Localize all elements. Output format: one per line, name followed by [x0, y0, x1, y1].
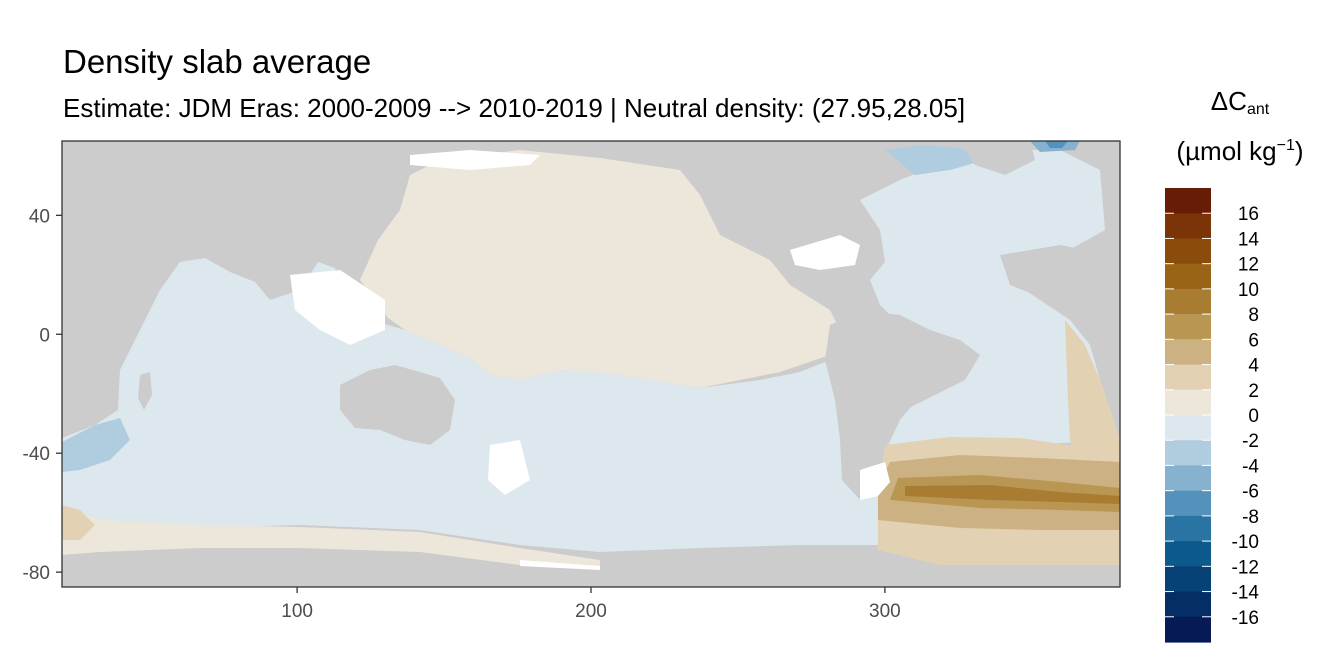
- legend-label: 4: [1248, 356, 1259, 377]
- south-atlantic-subtropics: [1065, 320, 1120, 470]
- legend-swatch: [1165, 465, 1211, 492]
- legend-label: -12: [1232, 557, 1259, 578]
- plot-subtitle: Estimate: JDM Eras: 2000-2009 --> 2010-2…: [63, 93, 966, 123]
- legend-swatch: [1165, 364, 1211, 391]
- plot-title: Density slab average: [63, 43, 372, 80]
- tasman-gap: [488, 440, 530, 495]
- y-tick-label: -40: [23, 444, 50, 465]
- legend-label: -2: [1242, 431, 1259, 452]
- legend-symbol: ΔC: [1210, 86, 1247, 116]
- legend-label: 14: [1238, 229, 1260, 250]
- south-atlantic-band-peak: [905, 485, 1120, 504]
- australia-land: [340, 365, 455, 445]
- legend-colorbar: 16 14 12 10 8 6 4 2 0 -2 -4 -6 -8 -10 -12 -14 -16: [1165, 188, 1259, 643]
- agulhas-patch: [62, 418, 130, 472]
- maritime-continent-gap: [290, 270, 385, 345]
- pacific-region: [360, 150, 840, 388]
- atlantic-region: [860, 150, 1120, 452]
- southern-ocean-fringe: [62, 505, 600, 567]
- legend-swatch: [1165, 389, 1211, 416]
- indian-south-pacific-region: [62, 258, 885, 552]
- legend-label: 2: [1248, 381, 1259, 402]
- legend-label: 0: [1248, 406, 1259, 427]
- legend-swatch: [1165, 339, 1211, 366]
- legend-label: 8: [1248, 305, 1259, 326]
- labrador-sea-patch: [885, 145, 985, 175]
- y-tick-label: 0: [39, 325, 50, 346]
- drake-passage-gap: [860, 462, 890, 500]
- antarctic-coast-gap: [520, 560, 600, 570]
- y-tick-label: -80: [23, 563, 50, 584]
- north-atlantic-gap: [790, 235, 860, 270]
- legend-label: 16: [1238, 204, 1259, 225]
- arctic-gap: [410, 150, 540, 170]
- x-tick-label: 300: [869, 601, 901, 622]
- south-america-land: [825, 310, 980, 500]
- legend-label: 12: [1238, 255, 1259, 276]
- madagascar-land: [138, 372, 152, 410]
- legend-swatch: [1165, 490, 1211, 517]
- legend-label: -4: [1242, 456, 1259, 477]
- nordic-sea-core: [1045, 141, 1068, 148]
- legend-swatch: [1165, 440, 1211, 467]
- legend-swatch: [1165, 566, 1211, 593]
- x-tick-label: 100: [281, 601, 313, 622]
- legend-swatch: [1165, 314, 1211, 340]
- legend-swatch: [1165, 616, 1211, 643]
- map-panel: [62, 141, 1120, 587]
- legend-swatch: [1165, 188, 1211, 214]
- legend-label: -16: [1232, 608, 1259, 629]
- legend-unit-exponent: −1: [1276, 137, 1295, 154]
- legend-label: 6: [1248, 330, 1259, 351]
- legend-swatch: [1165, 515, 1211, 542]
- legend-unit-prefix: (µmol kg: [1176, 136, 1277, 166]
- antarctica-land: [62, 555, 1120, 587]
- legend-swatch: [1165, 541, 1211, 567]
- legend-title-unit: (µmol kg−1): [1150, 136, 1330, 167]
- legend-subscript: ant: [1246, 101, 1270, 118]
- x-tick-label: 200: [575, 601, 607, 622]
- legend-label: -8: [1242, 507, 1259, 528]
- legend-swatch: [1165, 263, 1211, 290]
- legend-swatch: [1165, 591, 1211, 618]
- legend-swatch: [1165, 238, 1211, 265]
- legend-unit-suffix: ): [1294, 136, 1304, 166]
- greenland-land: [960, 141, 1035, 175]
- legend-label: -14: [1232, 583, 1260, 604]
- legend-label: -10: [1232, 532, 1259, 553]
- africa-land: [1000, 245, 1120, 350]
- legend-label: -6: [1242, 482, 1259, 503]
- legend-swatch: [1165, 213, 1211, 240]
- legend-title-variable: ΔCant: [1150, 86, 1330, 119]
- y-tick-label: 40: [29, 206, 50, 227]
- legend-swatch: [1165, 415, 1211, 441]
- southern-ocean-west-patch: [62, 505, 95, 540]
- legend-swatch: [1165, 288, 1211, 315]
- legend-label: 10: [1238, 280, 1259, 301]
